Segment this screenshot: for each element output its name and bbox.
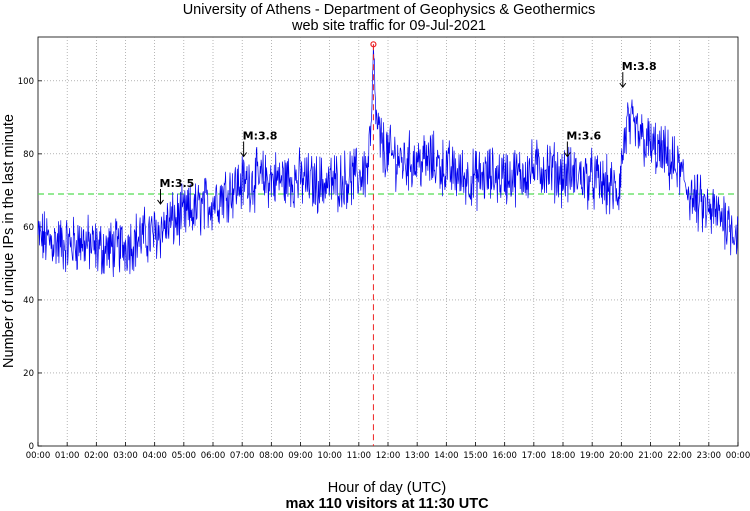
quake-label: M:3.8: [622, 60, 657, 73]
y-tick-label: 20: [23, 369, 34, 379]
x-tick-label: 20:00: [609, 451, 634, 461]
x-tick-label: 18:00: [551, 451, 576, 461]
quake-arrow-icon: [563, 141, 571, 158]
x-tick-label: 11:00: [347, 451, 372, 461]
quake-label: M:3.5: [160, 177, 195, 190]
x-tick-label: 06:00: [201, 451, 226, 461]
chart-title: University of Athens - Department of Geo…: [183, 2, 596, 18]
series-line-visitors: [37, 44, 739, 278]
y-axis-label: Number of unique IPs in the last minute: [1, 114, 17, 368]
x-tick-label: 09:00: [288, 451, 313, 461]
y-tick-labels: 0 20 40 60 80 100: [18, 77, 34, 452]
x-tick-label: 12:00: [376, 451, 401, 461]
max-visitors-footer: max 110 visitors at 11:30 UTC: [285, 496, 489, 511]
peak-marker-group: [370, 41, 377, 446]
x-tick-label: 19:00: [580, 451, 605, 461]
y-tick-label: 80: [23, 150, 34, 160]
x-axis-label: Hour of day (UTC): [328, 480, 446, 496]
chart-subtitle: web site traffic for 09-Jul-2021: [291, 18, 486, 34]
x-tick-label: 16:00: [492, 451, 517, 461]
x-tick-label: 02:00: [84, 451, 109, 461]
x-tick-label: 15:00: [463, 451, 488, 461]
x-tick-label: 21:00: [638, 451, 663, 461]
peak-point: [370, 41, 377, 48]
y-tick-label: 60: [23, 223, 34, 233]
x-tick-label: 22:00: [667, 451, 692, 461]
x-tick-label: 07:00: [230, 451, 255, 461]
y-tick-label: 40: [23, 296, 34, 306]
x-tick-label: 13:00: [405, 451, 430, 461]
x-tick-label: 04:00: [142, 451, 167, 461]
quake-label: M:3.6: [566, 130, 601, 143]
x-tick-label: 08:00: [259, 451, 284, 461]
x-tick-labels: 00:00 01:00 02:00 03:00 04:00 05:00 06:00 07:00…: [26, 451, 750, 461]
earthquake-annotations: M:3.5 M:3.8 M:3.6 M:3.8: [157, 60, 657, 205]
x-tick-label: 14:00: [434, 451, 459, 461]
x-tick-label: 03:00: [113, 451, 138, 461]
x-tick-label: 01:00: [55, 451, 80, 461]
x-tick-label: 00:00: [726, 451, 750, 461]
series-group: [37, 44, 739, 278]
x-tick-label: 10:00: [317, 451, 342, 461]
quake-arrow-icon: [240, 141, 248, 158]
y-tick-label: 100: [18, 77, 34, 87]
quake-arrow-icon: [157, 188, 164, 205]
x-tick-label: 05:00: [172, 451, 197, 461]
x-tick-label: 17:00: [522, 451, 547, 461]
quake-label: M:3.8: [243, 130, 278, 143]
x-tick-label: 23:00: [697, 451, 722, 461]
quake-arrow-icon: [619, 72, 627, 88]
y-tick-label: 0: [29, 442, 34, 452]
x-tick-label: 00:00: [26, 451, 51, 461]
